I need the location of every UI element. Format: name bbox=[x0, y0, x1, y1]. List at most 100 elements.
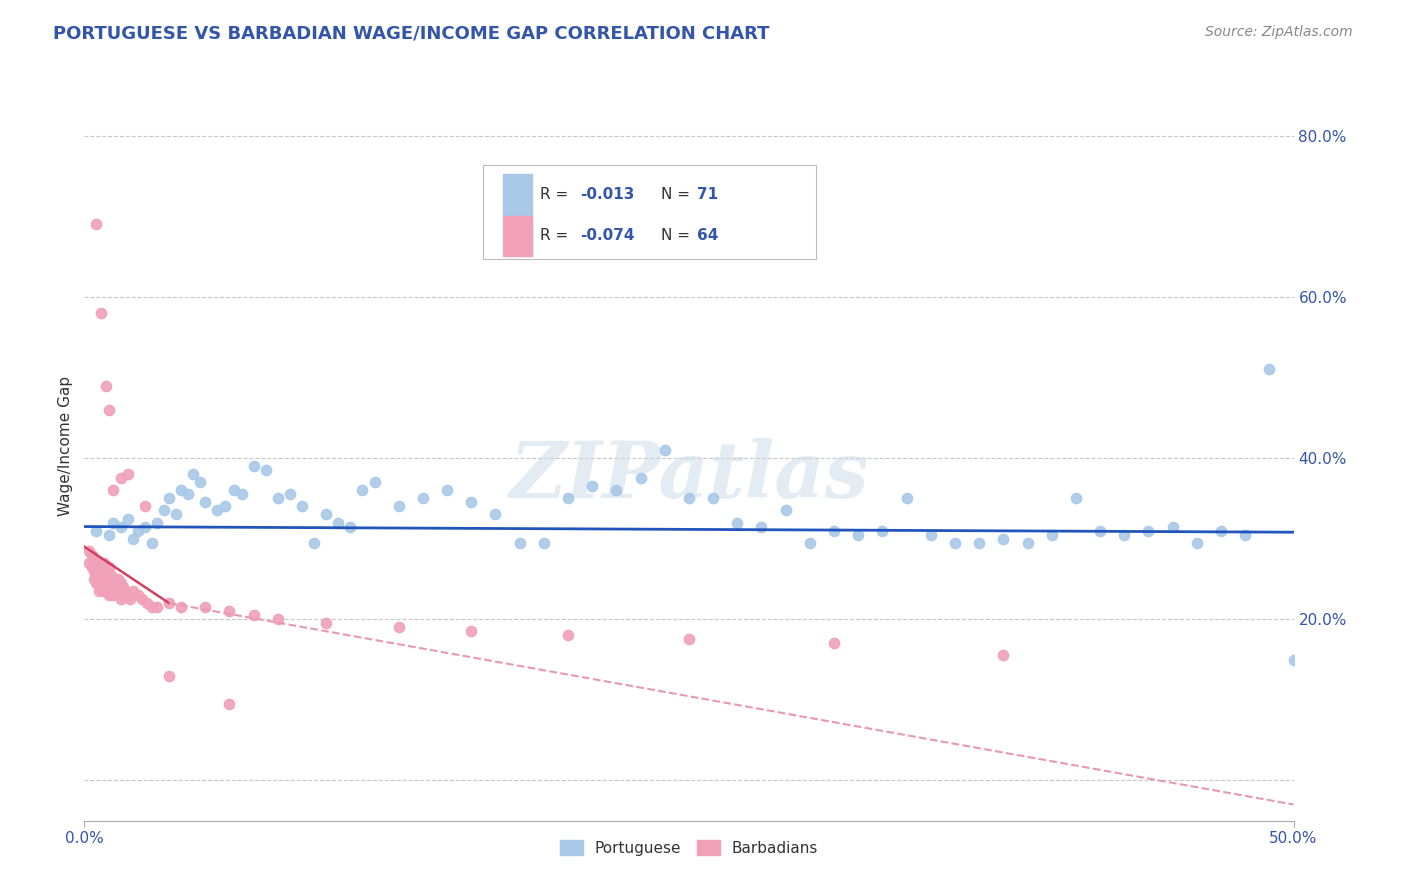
Point bbox=[725, 516, 748, 530]
Point bbox=[97, 559, 120, 574]
Point bbox=[90, 306, 112, 320]
Point bbox=[117, 467, 139, 482]
Point bbox=[823, 524, 845, 538]
Point bbox=[678, 491, 700, 506]
Point bbox=[436, 483, 458, 498]
Point bbox=[86, 576, 108, 591]
Point bbox=[112, 588, 135, 602]
Point bbox=[90, 559, 112, 574]
Point bbox=[97, 527, 120, 541]
Point bbox=[339, 519, 361, 533]
Point bbox=[110, 519, 132, 533]
Text: R =: R = bbox=[540, 187, 574, 202]
Point bbox=[388, 500, 411, 514]
FancyBboxPatch shape bbox=[484, 165, 815, 259]
Point bbox=[1064, 491, 1087, 506]
Point bbox=[94, 378, 117, 392]
Point bbox=[83, 551, 105, 566]
Text: 64: 64 bbox=[697, 228, 718, 244]
Point bbox=[177, 487, 200, 501]
Point bbox=[315, 616, 337, 631]
Point bbox=[94, 564, 117, 578]
Point bbox=[93, 576, 115, 591]
Point bbox=[141, 535, 163, 549]
Point bbox=[103, 580, 125, 594]
Point bbox=[93, 584, 115, 599]
Point bbox=[80, 548, 103, 562]
Point bbox=[181, 467, 204, 482]
Point bbox=[775, 503, 797, 517]
Text: PORTUGUESE VS BARBADIAN WAGE/INCOME GAP CORRELATION CHART: PORTUGUESE VS BARBADIAN WAGE/INCOME GAP … bbox=[53, 25, 770, 43]
Point bbox=[943, 535, 966, 549]
Point bbox=[146, 516, 169, 530]
Point bbox=[702, 491, 724, 506]
Point bbox=[136, 596, 159, 610]
Legend: Portuguese, Barbadians: Portuguese, Barbadians bbox=[554, 833, 824, 862]
Point bbox=[967, 535, 990, 549]
Point bbox=[267, 491, 290, 506]
Point bbox=[388, 620, 411, 634]
Point bbox=[557, 628, 579, 642]
Text: -0.013: -0.013 bbox=[581, 187, 634, 202]
Point bbox=[218, 697, 240, 711]
Point bbox=[110, 584, 132, 599]
Point bbox=[1040, 527, 1063, 541]
Point bbox=[86, 556, 108, 570]
Point bbox=[1137, 524, 1160, 538]
Point bbox=[872, 524, 894, 538]
Point bbox=[93, 556, 115, 570]
Point bbox=[799, 535, 821, 549]
FancyBboxPatch shape bbox=[503, 216, 531, 256]
Point bbox=[846, 527, 869, 541]
Point bbox=[86, 568, 108, 582]
Point bbox=[83, 572, 105, 586]
Point bbox=[97, 402, 120, 417]
Point bbox=[103, 588, 125, 602]
Point bbox=[207, 503, 229, 517]
Point bbox=[194, 495, 217, 509]
Point bbox=[533, 535, 555, 549]
Point bbox=[104, 584, 127, 599]
Point bbox=[86, 218, 108, 232]
Point bbox=[460, 624, 482, 639]
Point bbox=[121, 584, 143, 599]
Point bbox=[100, 568, 122, 582]
Point bbox=[83, 564, 105, 578]
Point bbox=[1161, 519, 1184, 533]
Point bbox=[97, 580, 120, 594]
Point bbox=[231, 487, 253, 501]
Point bbox=[823, 636, 845, 650]
Point bbox=[224, 483, 246, 498]
Point bbox=[107, 580, 129, 594]
Point bbox=[1258, 362, 1281, 376]
Point bbox=[170, 483, 193, 498]
Point bbox=[87, 564, 110, 578]
Point bbox=[114, 584, 136, 599]
Point bbox=[97, 588, 120, 602]
Point bbox=[352, 483, 374, 498]
Point bbox=[134, 519, 156, 533]
Point bbox=[315, 508, 337, 522]
Point bbox=[751, 519, 773, 533]
Point bbox=[165, 508, 187, 522]
Point bbox=[242, 459, 264, 474]
Point bbox=[134, 500, 156, 514]
Point bbox=[121, 532, 143, 546]
Point bbox=[117, 511, 139, 525]
Point bbox=[1209, 524, 1232, 538]
Point bbox=[412, 491, 434, 506]
Text: Source: ZipAtlas.com: Source: ZipAtlas.com bbox=[1205, 25, 1353, 39]
Point bbox=[605, 483, 627, 498]
Text: -0.074: -0.074 bbox=[581, 228, 634, 244]
Point bbox=[302, 535, 325, 549]
Point bbox=[110, 576, 132, 591]
Point bbox=[363, 475, 385, 490]
Point bbox=[100, 584, 122, 599]
Point bbox=[920, 527, 942, 541]
Point bbox=[630, 471, 652, 485]
Point bbox=[218, 604, 240, 618]
Point bbox=[1282, 652, 1305, 666]
Point bbox=[509, 535, 531, 549]
Point bbox=[77, 543, 100, 558]
Point bbox=[242, 608, 264, 623]
